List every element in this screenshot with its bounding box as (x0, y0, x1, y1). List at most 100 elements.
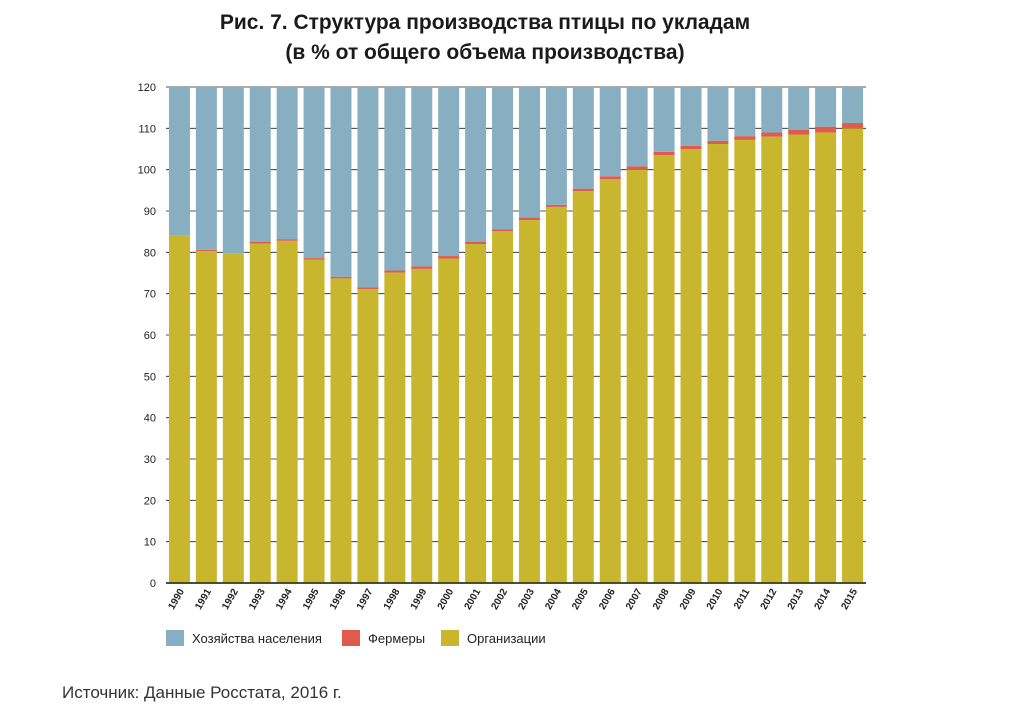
bar-segment (545, 206, 567, 583)
x-tick-label: 1996 (328, 587, 349, 612)
bar-segment (465, 244, 487, 584)
chart-title-line: Рис. 7. Структура производства птицы по … (219, 11, 751, 34)
x-tick-label: 2009 (678, 587, 699, 612)
x-tick-label: 1999 (409, 587, 430, 612)
bar-segment (195, 87, 217, 250)
bar-segment (357, 287, 379, 290)
y-tick-label: 90 (144, 206, 156, 218)
bar-segment (384, 270, 406, 273)
bar-segment (303, 258, 325, 260)
source-note: Источник: Данные Росстата, 2016 г. (62, 683, 342, 702)
bar-segment (761, 136, 783, 583)
bar-segment (626, 169, 648, 583)
x-tick-label: 2000 (436, 587, 457, 612)
bar-segment (680, 145, 702, 149)
x-tick-label: 2007 (624, 587, 645, 612)
bar-segment (626, 166, 648, 170)
x-tick-label: 2013 (786, 587, 807, 612)
chart-title: Рис. 7. Структура производства птицы по … (0, 8, 970, 68)
bar-segment (842, 122, 864, 129)
bar-segment (842, 128, 864, 584)
bar-segment (653, 151, 675, 156)
bar-segment (330, 276, 352, 279)
bar-segment (815, 126, 837, 133)
x-tick-label: 2005 (570, 587, 591, 612)
bar-segment (599, 179, 621, 583)
bar-segment (788, 129, 810, 135)
x-tick-label: 1995 (301, 587, 322, 612)
bar-segment (330, 87, 352, 277)
legend-swatch (441, 630, 459, 646)
x-tick-label: 2012 (759, 587, 780, 612)
bar-segment (276, 239, 298, 241)
bar-segment (680, 87, 702, 146)
bar-segment (518, 217, 540, 221)
bar-segment (788, 87, 810, 130)
x-tick-label: 1990 (166, 587, 187, 612)
x-tick-label: 2002 (489, 587, 510, 612)
bar-segment (249, 87, 271, 242)
bar-segment (222, 253, 244, 583)
x-tick-label: 1994 (274, 587, 295, 612)
bar-segment (411, 266, 433, 269)
bar-segment (492, 229, 514, 232)
y-tick-label: 80 (144, 247, 156, 259)
bar-segment (303, 259, 325, 583)
x-tick-label: 1998 (382, 587, 403, 612)
x-tick-label: 2011 (732, 587, 753, 612)
legend-label: Организации (467, 631, 546, 646)
bar-segment (168, 235, 190, 584)
bar-segment (438, 258, 460, 583)
bar-segment (195, 249, 217, 252)
bar-segment (276, 87, 298, 240)
bar-segment (357, 87, 379, 288)
y-tick-label: 60 (144, 330, 156, 342)
bar-segment (303, 87, 325, 259)
bar-segment (707, 144, 729, 584)
bar-segment (222, 87, 244, 254)
bar-segment (411, 87, 433, 267)
bar-segment (572, 188, 594, 192)
bar-segment (411, 268, 433, 583)
bar-segment (572, 191, 594, 583)
bar-segment (492, 87, 514, 230)
y-tick-label: 40 (144, 413, 156, 425)
x-tick-label: 1992 (220, 587, 241, 612)
bar-segment (707, 87, 729, 141)
bar-segment (815, 132, 837, 583)
x-tick-label: 2001 (463, 587, 484, 612)
stacked-bar-chart: 0 10 20 30 40 50 60 70 80 90 100 110 120 1990 1991 1992… (138, 82, 866, 646)
x-tick-label: 1993 (247, 587, 268, 612)
y-tick-label: 50 (144, 371, 156, 383)
bar-segment (357, 289, 379, 583)
bar-segment (761, 132, 783, 137)
bar-segment (734, 87, 756, 137)
bar-segment (761, 87, 783, 133)
bar-segment (707, 140, 729, 145)
bar-segment (465, 242, 487, 245)
y-tick-label: 70 (144, 289, 156, 301)
bar-segment (438, 256, 460, 259)
x-tick-label: 1991 (193, 587, 214, 612)
bar-segment (572, 87, 594, 189)
x-tick-label: 2015 (839, 587, 860, 612)
bar-segment (384, 87, 406, 271)
bar-segment (599, 176, 621, 180)
bar-segment (492, 231, 514, 583)
bar-segment (545, 204, 567, 207)
x-tick-label: 2014 (813, 587, 834, 612)
y-tick-label: 120 (138, 82, 156, 94)
bar-segment (788, 134, 810, 584)
bar-segment (384, 272, 406, 583)
bar-segment (842, 87, 864, 123)
bar-segment (734, 136, 756, 140)
x-tick-label: 2010 (705, 587, 726, 612)
bar-segment (653, 155, 675, 583)
chart-subtitle: (в % от общего объема производства) (285, 41, 685, 64)
x-tick-label: 2004 (543, 587, 564, 612)
legend-swatch (166, 630, 184, 646)
bar-segment (653, 87, 675, 152)
legend-label: Хозяйства населения (192, 631, 322, 646)
bar-segment (249, 242, 271, 244)
bar-segment (276, 240, 298, 583)
